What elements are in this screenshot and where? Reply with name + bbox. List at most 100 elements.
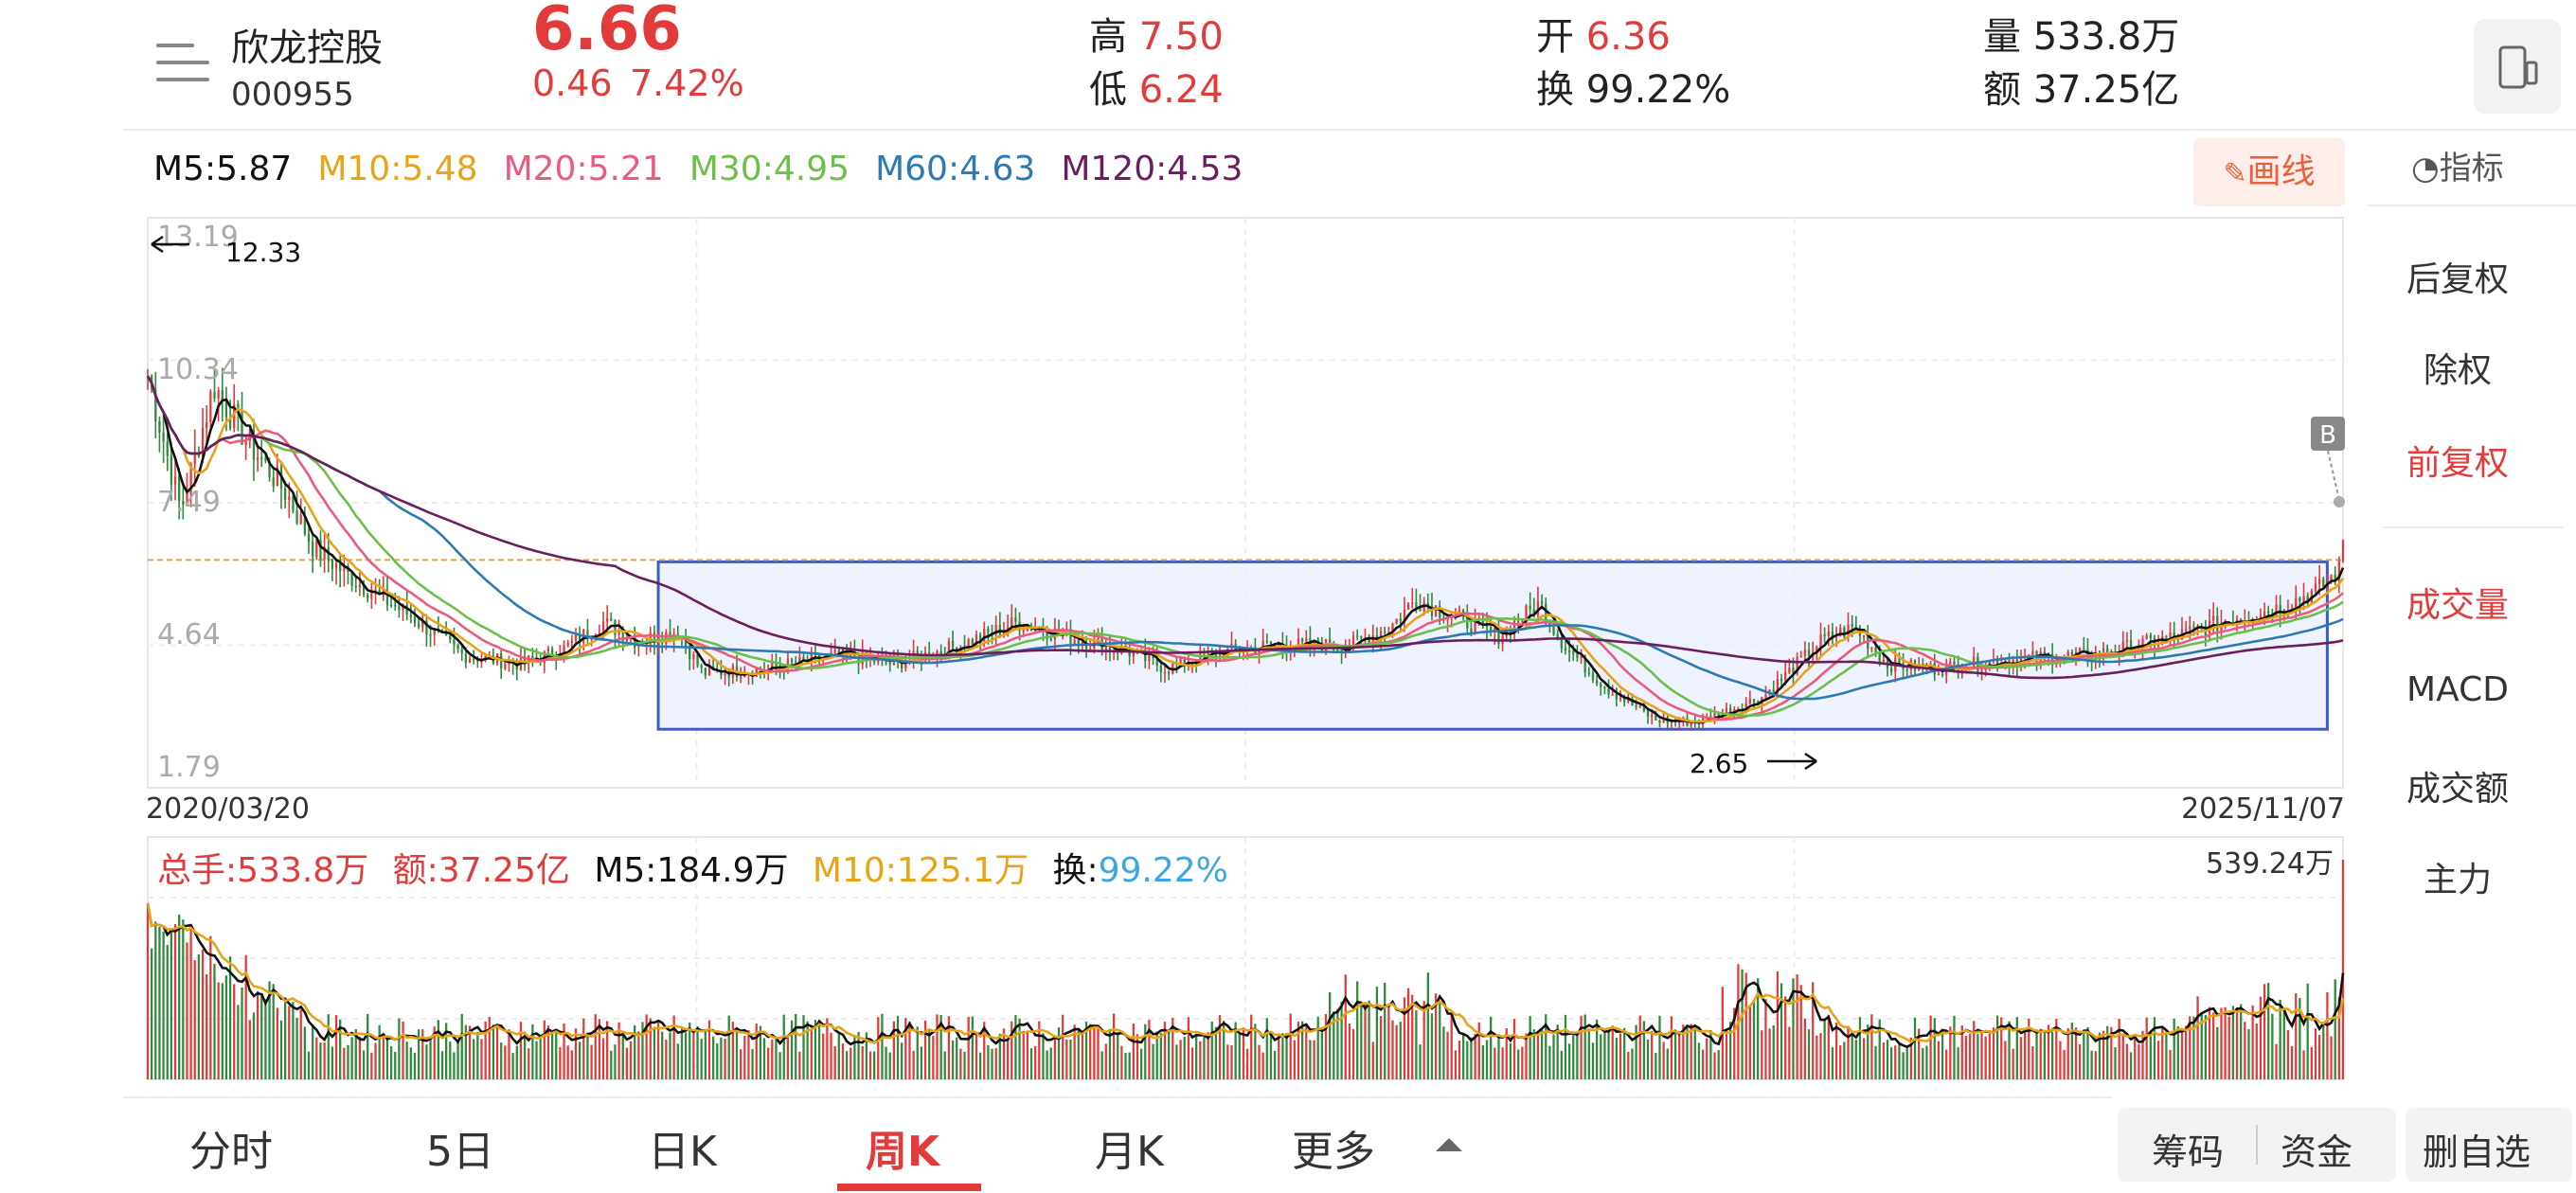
tab-weekly-k[interactable]: 周K [866,1128,940,1176]
menu-turnover-amount[interactable]: 成交额 [2406,770,2509,809]
volume-bar [1615,1037,1619,1079]
volume-bar [830,1032,832,1079]
volume-bar [182,919,185,1079]
volume-bar [1006,1039,1010,1079]
caret-up-icon[interactable] [1436,1138,1462,1151]
funds-button[interactable]: 资金 [2281,1131,2353,1173]
volume-bar [146,902,150,1079]
volume-bar [912,1050,915,1079]
candle-body [692,653,695,660]
device-switch-button[interactable] [2474,19,2561,114]
tab-more[interactable]: 更多 [1292,1128,1375,1176]
candle-body [1595,680,1599,684]
menu-pre-adjust[interactable]: 前复权 [2406,444,2509,483]
candle-body [755,668,758,677]
volume-bar [1415,1010,1418,1079]
volume-bar [528,1048,530,1079]
candle-body [1403,609,1406,621]
volume-bar [2118,1019,2120,1079]
menu-volume[interactable]: 成交量 [2406,586,2509,625]
draw-line-button[interactable]: ✎画线 [2193,138,2345,206]
volume-bar [637,1031,640,1079]
volume-bar [1757,978,1760,1079]
candle-body [405,604,408,615]
volume-bar [2310,1046,2313,1079]
candle-body [1481,618,1485,624]
kline-chart[interactable]: 13.19 10.34 7.49 4.64 1.79 12.33 2.65 B 2020/0… [0,0,2368,1098]
amount-value: 37.25亿 [2032,68,2180,112]
volume-bar [1591,1042,1595,1079]
chips-button[interactable]: 筹码 [2152,1131,2225,1173]
candle-body [656,641,660,644]
volume-bar [1973,1021,1976,1079]
volume-bar [704,1030,707,1079]
volume-bar [771,1039,774,1079]
price-change: 0.46 [532,62,613,104]
remove-watchlist-button[interactable]: 删自选 [2406,1108,2572,1182]
volume-bar [2070,1022,2074,1079]
volume-bar [209,935,212,1079]
volume-bar [700,1039,703,1079]
menu-icon[interactable] [156,40,209,87]
candle-body [2192,626,2195,629]
stock-price: 6.66 [532,0,682,64]
volume-bar [2173,1018,2175,1079]
volume-bar [1796,974,1798,1079]
tab-monthly-k[interactable]: 月K [1095,1128,1164,1176]
volume-bar [665,1040,668,1079]
menu-ex-rights[interactable]: 除权 [2423,351,2492,390]
volume-bar [162,931,165,1079]
candle-body [1627,698,1630,703]
volume-bar [1619,1033,1622,1079]
volume-bar [661,1031,664,1079]
candle-body [2184,629,2188,631]
volume-bar [1128,1052,1131,1079]
tab-intraday[interactable]: 分时 [189,1128,273,1176]
menu-macd[interactable]: MACD [2406,670,2509,709]
candle-body [1807,650,1811,657]
volume-bar [1187,1017,1190,1079]
volume-bar [468,1025,472,1079]
volume-bar [279,1020,283,1079]
candle-body [947,641,951,658]
candle-body [951,641,955,648]
candle-body [295,510,298,524]
volume-bar [814,1020,817,1079]
volume-bar [1655,1053,1657,1079]
candle-body [1411,602,1414,604]
volume-bar [1678,1031,1681,1079]
menu-main-force[interactable]: 主力 [2423,861,2492,899]
volume-bar [511,1053,514,1079]
volume-bar [1984,1036,1987,1079]
volume-bar [1069,1039,1072,1079]
tab-daily-k[interactable]: 日K [648,1128,717,1176]
volume-bar [1434,993,1438,1079]
candle-body [283,488,287,500]
volume-bar [1234,1022,1237,1079]
volume-bar [2023,1031,2027,1079]
volume-bar [1379,1016,1383,1079]
volume-bar [2299,998,2301,1079]
volume-bar [881,1013,884,1079]
menu-post-adjust[interactable]: 后复权 [2406,260,2509,299]
stock-name: 欣龙控股 [231,27,383,70]
volume-bar [2051,1031,2054,1079]
volume-bar [747,1029,750,1079]
indicator-button[interactable]: ◔指标 [2411,142,2504,188]
candle-body [1638,705,1641,707]
tab-5day[interactable]: 5日 [426,1128,494,1176]
candle-body [2173,632,2175,636]
stock-code: 000955 [231,76,354,114]
volume-bar [1701,1049,1705,1079]
volume-bar [158,926,161,1079]
volume-bar [786,1036,790,1079]
candle-body [2302,596,2305,602]
volume-bar [2192,1016,2195,1079]
volume-bar [720,1037,723,1079]
volume-bar [1430,1013,1434,1079]
candle-body [1474,619,1476,633]
volume-bar [1937,1041,1941,1079]
candle-body [209,391,212,422]
volume-bar [1874,1045,1877,1079]
volume-bar [680,1028,684,1079]
